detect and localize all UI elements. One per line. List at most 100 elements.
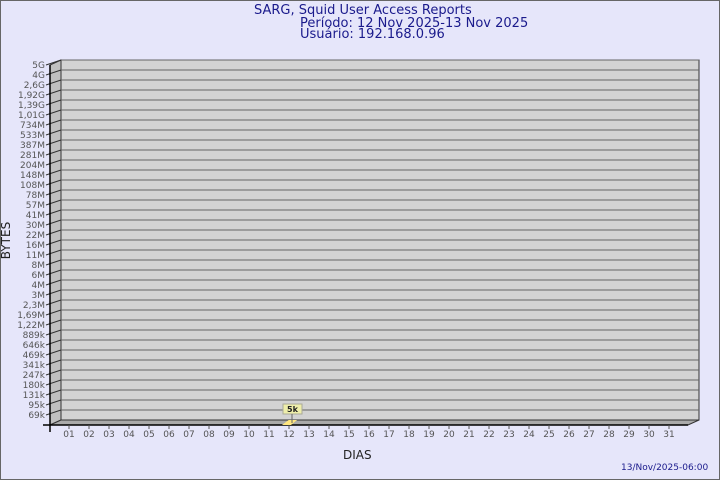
x-tick-label: 20 [443,430,455,440]
x-tick-label: 27 [583,430,594,440]
y-tick [45,149,62,156]
x-tick-label: 06 [163,430,175,440]
y-tick [45,239,62,246]
x-tick-label: 14 [323,430,335,440]
y-tick [45,89,62,96]
y-tick [45,229,62,236]
y-tick [45,189,62,196]
y-tick-label: 281M [20,151,45,161]
y-tick-label: 11M [26,251,45,261]
x-tick-label: 05 [143,430,154,440]
y-tick [45,389,62,396]
y-tick-label: 8M [32,261,46,271]
y-tick-label: 41M [26,211,45,221]
y-tick-label: 108M [20,181,45,191]
y-tick [45,69,62,76]
y-tick [45,399,62,406]
x-tick-label: 28 [603,430,615,440]
x-tick-label: 22 [483,430,494,440]
y-tick [45,299,62,306]
x-tick-label: 21 [463,430,474,440]
y-tick-label: 734M [20,121,45,131]
y-tick [45,129,62,136]
y-tick [45,259,62,266]
y-tick [45,329,62,336]
x-tick-label: 31 [663,430,674,440]
chart-subtitle-period: Período: 12 Nov 2025-13 Nov 2025 [300,16,529,31]
chart-subtitle-user: Usuário: 192.168.0.96 [300,27,445,42]
y-tick-label: 131k [23,391,46,401]
x-tick-label: 10 [243,430,255,440]
x-tick-label: 03 [103,430,114,440]
y-tick [45,219,62,226]
y-tick-label: 16M [26,241,45,251]
y-tick-label: 889k [23,331,46,341]
x-axis-label: DIAS [343,448,372,462]
x-tick-label: 23 [503,430,514,440]
y-tick-label: 4M [32,281,46,291]
y-tick [45,279,62,286]
x-tick-label: 07 [183,430,194,440]
y-tick-label: 341k [23,361,46,371]
y-tick-label: 30M [26,221,45,231]
y-tick-label: 387M [20,141,45,151]
y-tick-label: 57M [26,201,45,211]
y-tick [45,249,62,256]
y-tick-label: 6M [32,271,46,281]
x-tick-label: 29 [623,430,635,440]
y-tick [45,339,62,346]
y-tick [45,139,62,146]
y-tick [45,409,62,416]
y-tick [45,209,62,216]
y-tick [45,109,62,116]
y-tick-label: 5G [32,61,45,71]
y-tick-label: 4G [32,71,45,81]
y-tick [45,179,62,186]
x-tick-label: 18 [403,430,415,440]
x-tick-label: 11 [263,430,274,440]
y-tick-label: 69k [28,411,45,421]
y-tick [45,59,62,66]
y-tick [45,359,62,366]
y-tick-label: 247k [23,371,46,381]
y-tick [45,349,62,356]
y-tick-label: 2,6G [24,81,45,91]
y-tick-label: 1,39G [18,101,45,111]
bar-label: 5k [287,405,299,414]
x-tick-label: 19 [423,430,435,440]
y-tick [45,99,62,106]
y-tick [45,199,62,206]
y-tick-label: 533M [20,131,45,141]
y-tick-label: 2,3M [23,301,45,311]
y-tick [45,379,62,386]
y-tick-label: 1,22M [17,321,45,331]
x-tick-label: 13 [303,430,314,440]
y-tick-label: 3M [32,291,46,301]
y-tick [45,79,62,86]
y-tick [45,159,62,166]
y-tick-label: 469k [23,351,46,361]
x-tick-label: 08 [203,430,215,440]
y-tick-label: 204M [20,161,45,171]
x-tick-label: 30 [643,430,655,440]
bar [282,420,297,425]
y-tick [45,119,62,126]
y-tick [45,269,62,276]
x-tick-label: 04 [123,430,135,440]
x-tick-label: 16 [363,430,375,440]
chart-title: SARG, Squid User Access Reports [254,3,472,18]
y-tick-label: 1,69M [17,311,45,321]
y-tick [45,309,62,316]
x-tick-label: 15 [343,430,354,440]
x-tick-label: 17 [383,430,394,440]
footer-timestamp: 13/Nov/2025-06:00 [621,463,709,473]
y-tick-label: 1,01G [18,111,45,121]
x-tick-label: 12 [283,430,294,440]
y-tick-label: 22M [26,231,45,241]
y-tick-label: 148M [20,171,45,181]
x-tick-label: 25 [543,430,554,440]
y-tick-label: 1,92G [18,91,45,101]
y-tick-label: 180k [23,381,46,391]
y-tick-label: 95k [28,401,45,411]
